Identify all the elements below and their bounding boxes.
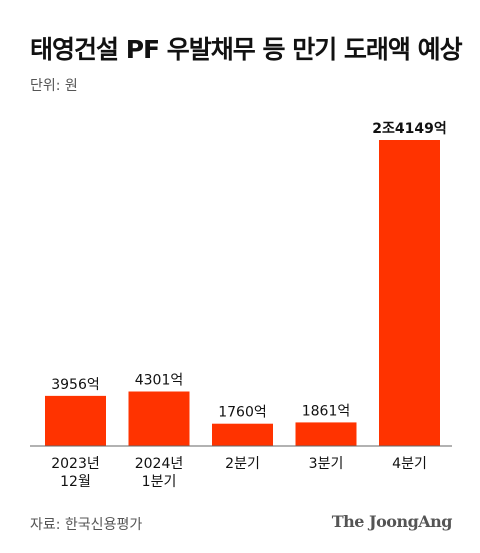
category-label-0-0: 2023년 bbox=[51, 456, 100, 472]
data-label-4: 2조4149억 bbox=[372, 121, 446, 137]
category-labels-group: 2023년 12월 2024년 1분기 2분기 3분기 4분기 bbox=[51, 456, 427, 490]
source-note: 자료: 한국신용평가 bbox=[30, 517, 143, 533]
category-label-2-0: 2분기 bbox=[225, 456, 260, 472]
bar-4 bbox=[379, 140, 440, 446]
bars-group bbox=[45, 140, 440, 446]
bar-1 bbox=[128, 391, 190, 446]
category-label-4-0: 4분기 bbox=[392, 456, 427, 472]
category-label-1-1: 1분기 bbox=[142, 474, 177, 490]
data-label-0: 3956억 bbox=[51, 377, 100, 393]
category-label-1-0: 2024년 bbox=[135, 456, 184, 472]
data-label-1: 4301억 bbox=[135, 373, 184, 389]
data-label-3: 1861억 bbox=[302, 403, 351, 419]
unit-label: 단위: 원 bbox=[30, 78, 78, 94]
brand-logo: The JoongAng bbox=[331, 512, 453, 531]
data-label-2: 1760억 bbox=[218, 405, 267, 421]
category-label-0-1: 12월 bbox=[60, 474, 91, 490]
category-label-3-0: 3분기 bbox=[309, 456, 344, 472]
bar-3 bbox=[295, 422, 357, 446]
data-labels-group: 3956억 4301억 1760억 1861억 2조4149억 bbox=[51, 121, 446, 421]
bar-2 bbox=[212, 423, 273, 446]
chart-title: 태영건설 PF 우발채무 등 만기 도래액 예상 bbox=[30, 35, 463, 64]
bar-0 bbox=[45, 395, 106, 446]
